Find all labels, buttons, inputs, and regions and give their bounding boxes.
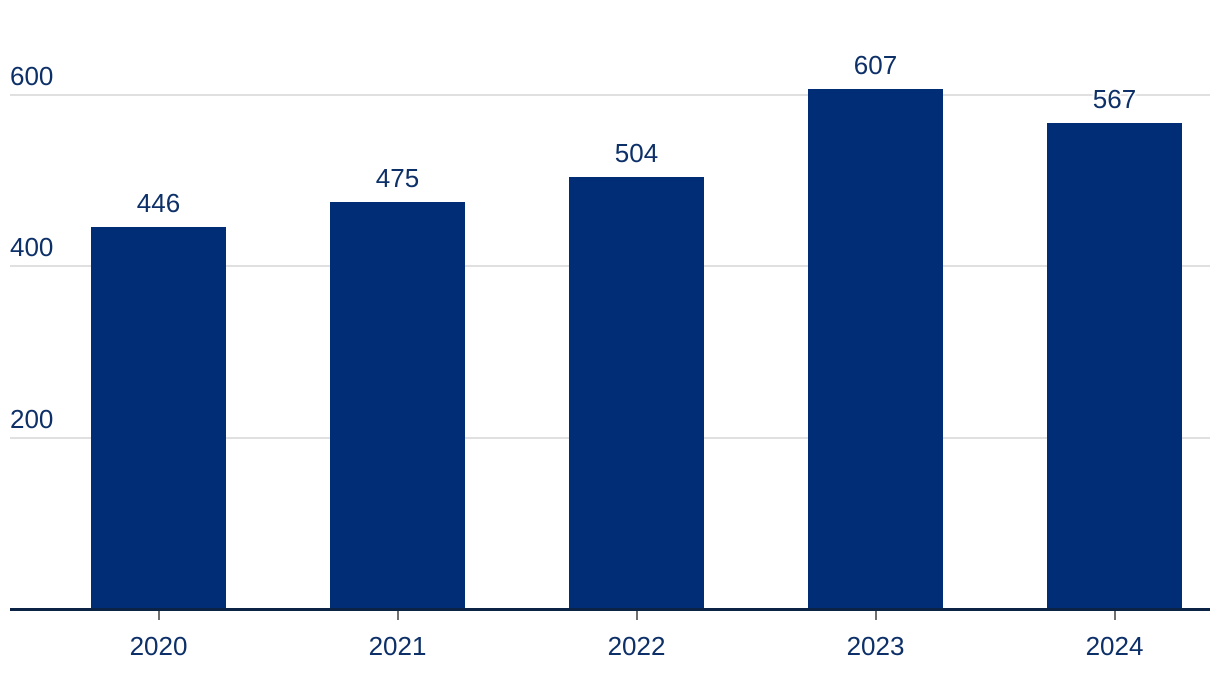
- bar-value-label: 607: [853, 49, 898, 80]
- x-axis-label: 2022: [607, 631, 666, 661]
- x-axis-tick: [1113, 611, 1116, 620]
- gridline: [10, 93, 1210, 96]
- y-axis-label: 200: [10, 403, 54, 434]
- y-axis-label: 400: [10, 232, 54, 263]
- bar: [808, 88, 943, 608]
- bar-value-label: 446: [136, 187, 181, 218]
- x-axis-label: 2020: [129, 631, 188, 661]
- x-axis-tick: [396, 611, 399, 620]
- x-axis-tick: [874, 611, 877, 620]
- bar-value-label: 567: [1092, 83, 1137, 114]
- x-axis-tick: [157, 611, 160, 620]
- y-axis-label: 600: [10, 60, 54, 91]
- bar-value-label: 475: [375, 162, 420, 193]
- bar: [330, 201, 465, 608]
- x-axis-label: 2023: [846, 631, 905, 661]
- x-axis-tick: [635, 611, 638, 620]
- bar-value-label: 504: [614, 137, 659, 168]
- bar: [1047, 122, 1182, 608]
- bar: [569, 176, 704, 608]
- x-axis-line: [10, 608, 1210, 611]
- x-axis-label: 2021: [368, 631, 427, 661]
- bar: [91, 226, 226, 608]
- x-axis-label: 2024: [1085, 631, 1144, 661]
